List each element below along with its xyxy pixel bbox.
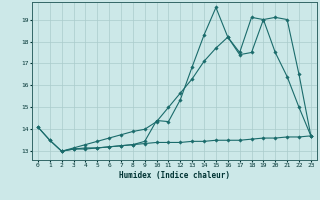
X-axis label: Humidex (Indice chaleur): Humidex (Indice chaleur) [119,171,230,180]
